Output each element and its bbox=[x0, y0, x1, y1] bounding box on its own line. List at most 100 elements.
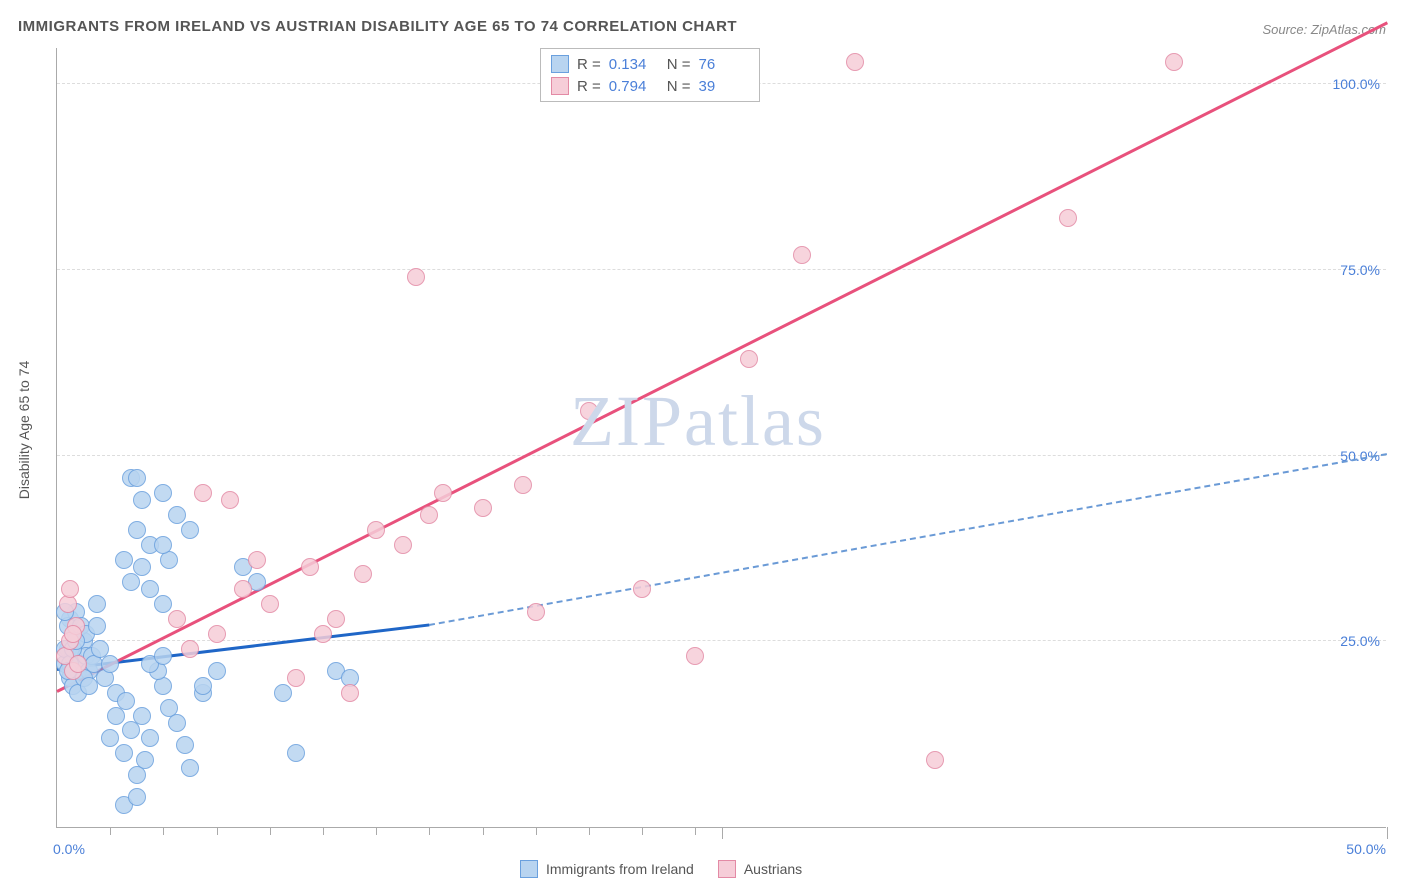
legend-swatch bbox=[520, 860, 538, 878]
scatter-point bbox=[793, 246, 811, 264]
scatter-point bbox=[208, 625, 226, 643]
scatter-point bbox=[234, 580, 252, 598]
chart-title: IMMIGRANTS FROM IRELAND VS AUSTRIAN DISA… bbox=[18, 18, 737, 35]
x-tick-label: 50.0% bbox=[1346, 841, 1386, 857]
scatter-point bbox=[133, 491, 151, 509]
scatter-point bbox=[194, 484, 212, 502]
scatter-point bbox=[274, 684, 292, 702]
correlation-stats-legend: R = 0.134 N = 76 R = 0.794 N = 39 bbox=[540, 48, 760, 102]
scatter-point bbox=[261, 595, 279, 613]
scatter-point bbox=[474, 499, 492, 517]
scatter-point bbox=[128, 521, 146, 539]
scatter-point bbox=[101, 655, 119, 673]
x-minor-tick bbox=[163, 827, 164, 835]
swatch-series-1 bbox=[551, 55, 569, 73]
x-minor-tick bbox=[642, 827, 643, 835]
y-tick-label: 75.0% bbox=[1340, 262, 1380, 278]
y-tick-label: 100.0% bbox=[1333, 76, 1380, 92]
scatter-point bbox=[88, 617, 106, 635]
scatter-point bbox=[122, 721, 140, 739]
scatter-point bbox=[154, 647, 172, 665]
scatter-point bbox=[341, 684, 359, 702]
stat-r-value-2: 0.794 bbox=[609, 78, 659, 95]
y-axis-label: Disability Age 65 to 74 bbox=[16, 361, 32, 500]
scatter-point bbox=[846, 53, 864, 71]
scatter-point bbox=[168, 610, 186, 628]
scatter-point bbox=[194, 677, 212, 695]
swatch-series-2 bbox=[551, 77, 569, 95]
x-minor-tick bbox=[270, 827, 271, 835]
scatter-point bbox=[740, 350, 758, 368]
scatter-point bbox=[128, 788, 146, 806]
scatter-point bbox=[1059, 209, 1077, 227]
x-minor-tick bbox=[589, 827, 590, 835]
gridline-horizontal bbox=[57, 269, 1386, 270]
scatter-point bbox=[314, 625, 332, 643]
scatter-point bbox=[88, 595, 106, 613]
legend-label: Austrians bbox=[744, 861, 802, 877]
scatter-point bbox=[133, 707, 151, 725]
scatter-point bbox=[527, 603, 545, 621]
x-tick-label: 0.0% bbox=[53, 841, 85, 857]
scatter-point bbox=[115, 551, 133, 569]
scatter-point bbox=[407, 268, 425, 286]
scatter-point bbox=[367, 521, 385, 539]
legend-swatch bbox=[718, 860, 736, 878]
bottom-legend: Immigrants from Ireland Austrians bbox=[520, 860, 802, 878]
x-minor-tick bbox=[110, 827, 111, 835]
legend-item: Austrians bbox=[718, 860, 802, 878]
stats-row-series-2: R = 0.794 N = 39 bbox=[551, 75, 749, 97]
stat-n-value-1: 76 bbox=[699, 56, 749, 73]
scatter-point bbox=[64, 625, 82, 643]
x-minor-tick bbox=[536, 827, 537, 835]
scatter-point bbox=[248, 551, 266, 569]
scatter-point bbox=[61, 580, 79, 598]
source-attribution: Source: ZipAtlas.com bbox=[1262, 22, 1386, 37]
scatter-point bbox=[221, 491, 239, 509]
gridline-horizontal bbox=[57, 455, 1386, 456]
scatter-point bbox=[136, 751, 154, 769]
scatter-point bbox=[1165, 53, 1183, 71]
scatter-point bbox=[122, 573, 140, 591]
stat-n-label: N = bbox=[667, 56, 691, 73]
x-minor-tick bbox=[429, 827, 430, 835]
x-minor-tick bbox=[695, 827, 696, 835]
scatter-point bbox=[181, 759, 199, 777]
legend-item: Immigrants from Ireland bbox=[520, 860, 694, 878]
trend-line-dashed bbox=[429, 454, 1387, 627]
scatter-point bbox=[154, 595, 172, 613]
scatter-point bbox=[633, 580, 651, 598]
scatter-point bbox=[287, 669, 305, 687]
scatter-point bbox=[434, 484, 452, 502]
scatter-point bbox=[101, 729, 119, 747]
scatter-point bbox=[176, 736, 194, 754]
scatter-point bbox=[107, 707, 125, 725]
stat-n-label: N = bbox=[667, 78, 691, 95]
stat-r-value-1: 0.134 bbox=[609, 56, 659, 73]
scatter-point bbox=[686, 647, 704, 665]
scatter-point bbox=[354, 565, 372, 583]
scatter-point bbox=[514, 476, 532, 494]
y-tick-label: 25.0% bbox=[1340, 633, 1380, 649]
x-major-tick bbox=[722, 827, 723, 839]
x-minor-tick bbox=[323, 827, 324, 835]
x-minor-tick bbox=[217, 827, 218, 835]
legend-label: Immigrants from Ireland bbox=[546, 861, 694, 877]
scatter-point bbox=[168, 714, 186, 732]
scatter-point bbox=[141, 580, 159, 598]
scatter-point bbox=[141, 729, 159, 747]
scatter-point bbox=[327, 610, 345, 628]
scatter-point bbox=[420, 506, 438, 524]
scatter-point bbox=[580, 402, 598, 420]
scatter-point bbox=[301, 558, 319, 576]
scatter-point bbox=[133, 558, 151, 576]
scatter-point bbox=[926, 751, 944, 769]
scatter-plot-area: 25.0%50.0%75.0%100.0%0.0%50.0% bbox=[56, 48, 1386, 828]
scatter-point bbox=[69, 655, 87, 673]
scatter-point bbox=[168, 506, 186, 524]
scatter-point bbox=[181, 521, 199, 539]
stat-r-label: R = bbox=[577, 56, 601, 73]
scatter-point bbox=[154, 536, 172, 554]
scatter-point bbox=[181, 640, 199, 658]
stat-n-value-2: 39 bbox=[699, 78, 749, 95]
